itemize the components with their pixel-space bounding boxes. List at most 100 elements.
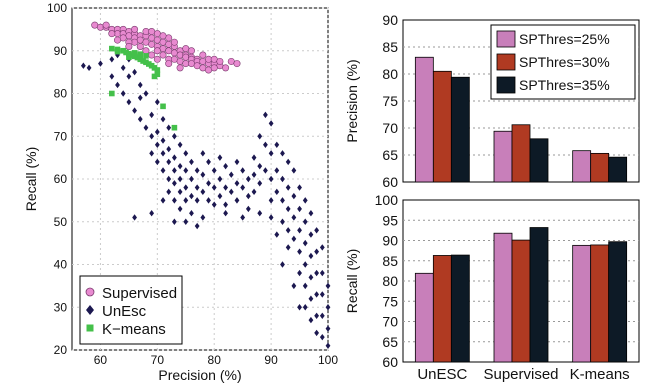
legend-marker-supervised [85,287,95,297]
scatter-y-tick-label: 20 [54,343,68,357]
point-supervised [210,64,218,72]
point-kmeans [131,50,138,56]
point-kmeans [171,124,178,131]
category-label: Supervised [483,366,558,383]
precision-bars [414,56,628,183]
point-supervised [108,30,116,38]
point-unesc [319,312,325,319]
point-unesc [223,201,228,208]
point-kmeans [126,54,132,60]
point-kmeans [140,58,146,64]
scatter-y-tick-label: 100 [47,1,67,15]
point-unesc [160,137,166,144]
bp-bar [450,76,470,183]
point-unesc [166,158,172,166]
point-kmeans [143,53,149,59]
point-unesc [126,98,132,106]
bp-y-tick-label: 75 [382,93,398,109]
point-unesc [200,214,206,221]
point-unesc [234,158,240,166]
point-unesc [223,210,228,217]
point-unesc [314,312,320,319]
point-unesc [183,167,189,174]
bp-bar [572,150,592,183]
point-unesc [211,167,217,174]
br-bar [414,272,434,363]
point-unesc [160,197,166,204]
bar-legend-label-30: SPThres=30% [519,54,610,70]
point-unesc [132,214,137,221]
point-unesc [251,188,257,196]
point-unesc [291,235,297,243]
point-unesc [206,158,211,166]
point-kmeans [154,71,161,78]
point-unesc [177,205,183,213]
br-y-tick-label: 70 [382,314,398,330]
point-unesc [217,154,223,161]
scatter-y-tick-label: 40 [54,258,68,272]
point-unesc [177,162,183,170]
point-unesc [302,239,308,247]
point-unesc [302,304,308,311]
point-unesc [234,197,240,204]
br-y-tick-label: 85 [382,253,398,269]
br-y-tick-label: 75 [382,293,398,309]
point-unesc [98,60,103,67]
point-unesc [166,124,172,131]
legend-label-supervised: Supervised [102,285,177,302]
point-unesc [245,205,251,213]
point-unesc [285,244,291,251]
point-unesc [297,205,302,213]
point-unesc [268,120,274,127]
point-unesc [120,90,126,97]
point-unesc [319,244,325,251]
recall-y-axis-label: Recall (%) [344,249,360,314]
scatter-y-tick-label: 70 [54,129,68,143]
point-unesc [217,175,223,183]
point-unesc [109,56,115,63]
bp-y-tick-label: 60 [382,174,398,190]
point-unesc [325,282,331,290]
point-kmeans [109,90,115,97]
point-unesc [189,192,194,200]
point-unesc [120,64,126,72]
point-unesc [251,154,257,161]
point-unesc [143,90,149,97]
point-unesc [137,94,143,101]
recall-category-labels: UnESC Supervised K-means [417,366,629,383]
point-unesc [172,197,177,204]
point-supervised [153,55,161,63]
point-unesc [183,150,189,157]
point-supervised [176,64,184,72]
point-unesc [172,167,177,174]
point-unesc [183,218,189,225]
point-supervised [125,42,133,50]
bp-y-tick-label: 90 [382,12,398,28]
point-unesc [308,210,314,217]
br-y-tick-label: 90 [382,233,398,249]
point-unesc [137,81,143,89]
point-unesc [325,325,331,332]
recall-bars [414,227,628,363]
scatter-x-tick-label: 60 [94,353,108,367]
point-kmeans [123,49,129,56]
scatter-chart: 60 70 80 90 100 20 30 40 50 60 70 80 90 100 Precision… [23,1,338,383]
point-unesc [268,214,274,221]
point-kmeans [137,51,144,57]
point-supervised [199,51,207,59]
bp-bar [529,138,549,183]
point-unesc [86,64,92,72]
point-unesc [291,282,297,290]
point-supervised [159,51,167,59]
point-kmeans [114,48,121,55]
category-label: K-means [570,366,630,383]
point-unesc [206,197,211,204]
br-y-tick-label: 100 [375,192,399,208]
point-unesc [314,291,320,298]
point-kmeans [131,53,138,60]
point-unesc [154,128,160,136]
point-unesc [183,197,189,204]
point-unesc [291,167,297,174]
br-y-tick-label: 60 [382,354,398,370]
bar-legend-swatch-30 [496,53,516,71]
